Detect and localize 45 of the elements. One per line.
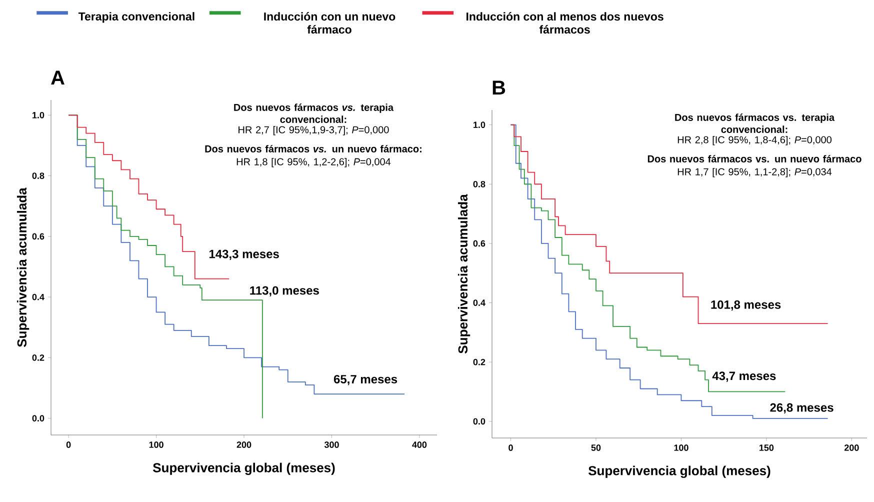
annotation: 143,3 meses bbox=[209, 250, 279, 260]
annotation: 26,8 meses bbox=[770, 403, 834, 414]
annotation: 65,7 meses bbox=[334, 374, 398, 386]
x-tick-label: 150 bbox=[759, 444, 774, 451]
annotation: 43,7 meses bbox=[712, 372, 776, 382]
y-tick-label: 0.2 bbox=[473, 358, 486, 366]
x-tick-label: 50 bbox=[591, 444, 601, 451]
y-tick-label: 0.0 bbox=[32, 415, 44, 422]
annotation: 101,8 meses bbox=[711, 300, 781, 311]
annotation: 113,0 meses bbox=[250, 286, 319, 296]
text: Dos nuevos fármacos vs. terapia convencional: bbox=[234, 104, 394, 123]
x-tick-label: 300 bbox=[324, 442, 339, 448]
y-axis-title: Supervivencia acumulada bbox=[16, 188, 30, 347]
y-axis-title: Supervivencia acumulada bbox=[458, 194, 470, 354]
x-tick-label: 0 bbox=[508, 444, 513, 451]
annotation: Dos nuevos fármacos vs. terapia convencional: bbox=[675, 114, 835, 133]
x-tick-label: 0 bbox=[66, 442, 71, 448]
y-tick-label: 0.2 bbox=[32, 354, 44, 361]
y-tick-label: 1.0 bbox=[474, 122, 486, 128]
annotation: Dos nuevos fármacos vs. un nuevo fármaco: bbox=[205, 144, 422, 152]
y-tick-label: 0.4 bbox=[32, 294, 44, 300]
legend-label: Inducción con un nuevo fármaco bbox=[264, 12, 396, 34]
annotation: HR 1,7 [IC 95%, 1,1-2,8]; P=0,034 bbox=[678, 168, 832, 178]
y-tick-label: 0.6 bbox=[32, 233, 44, 240]
y-tick-label: 0.6 bbox=[473, 240, 486, 247]
y-tick-label: 0.0 bbox=[473, 418, 486, 425]
x-tick-label: 100 bbox=[674, 444, 688, 451]
chart-title: A bbox=[51, 70, 64, 84]
annotation: HR 2,7 [IC 95%,1,9-3,7]; P=0,000 bbox=[238, 126, 389, 136]
x-axis-title: Supervivencia global (meses) bbox=[588, 466, 770, 478]
annotation: Dos nuevos fármacos vs. un nuevo fármaco bbox=[648, 154, 862, 162]
x-tick-label: 400 bbox=[412, 442, 427, 448]
x-tick-label: 200 bbox=[236, 442, 252, 448]
x-tick-label: 100 bbox=[149, 442, 164, 448]
y-tick-label: 1.0 bbox=[32, 112, 44, 118]
y-tick-label: 0.8 bbox=[473, 180, 486, 188]
legend-label: Inducción con al menos dos nuevos fármacos bbox=[466, 12, 664, 34]
chart-title: B bbox=[492, 80, 506, 94]
annotation: HR 2,8 [IC 95%, 1,8-4,6]; P=0,000 bbox=[678, 136, 832, 146]
annotation: HR 1,8 [IC 95%, 1,2-2,6]; P=0,004 bbox=[236, 158, 391, 168]
legend-label: Terapia convencional bbox=[78, 12, 194, 23]
x-axis-title: Supervivencia global (meses) bbox=[152, 462, 335, 475]
y-tick-label: 0.8 bbox=[32, 172, 44, 179]
y-tick-label: 0.4 bbox=[473, 300, 486, 306]
x-tick-label: 200 bbox=[844, 444, 859, 451]
